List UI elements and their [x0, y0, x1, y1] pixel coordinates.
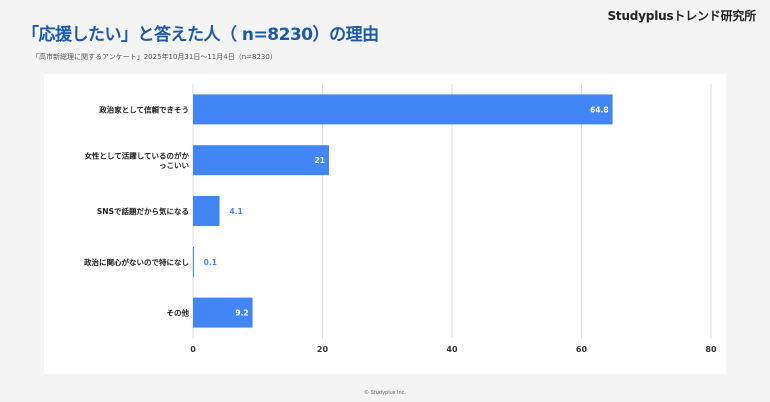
bar	[193, 297, 253, 328]
category-label: SNSで話題だから気になる	[97, 206, 189, 216]
x-tick-label: 0	[190, 345, 196, 354]
bar	[193, 196, 220, 226]
copyright: © Studyplus Inc.	[364, 390, 406, 396]
x-tick-label: 80	[705, 345, 717, 354]
data-label: 21	[315, 156, 325, 165]
page-title: 「応援したい」と答えた人（ n=8230）の理由	[22, 25, 379, 45]
chart-panel: 0 20 40 60 80 64.8 政治家として信頼できそう 21 女性として活躍しているのが…	[44, 74, 726, 374]
category-label: 政治に関心がないので特になし	[84, 257, 189, 267]
category-label-line: 女性として活躍しているのがか	[84, 150, 189, 160]
data-label: 4.1	[230, 207, 243, 216]
brand-logo-text: Studyplusトレンド研究所	[607, 9, 756, 23]
x-tick-label: 20	[317, 345, 329, 354]
survey-subtitle: 「高市新総理に関するアンケート」2025年10月31日〜11月4日（n=8230…	[32, 53, 277, 61]
bar	[193, 145, 329, 176]
x-tick-label: 60	[576, 345, 588, 354]
data-label: 9.2	[235, 309, 248, 318]
category-label: その他	[167, 308, 190, 318]
bar-chart: 0 20 40 60 80 64.8 政治家として信頼できそう 21 女性として活躍しているのが…	[84, 84, 717, 354]
category-label-line: 政治に関心がないので特になし	[84, 257, 189, 267]
category-label: 政治家として信頼できそう	[99, 104, 189, 114]
x-tick-label: 40	[446, 345, 458, 354]
category-label: 女性として活躍しているのがかっこいい	[84, 150, 189, 170]
bar	[193, 246, 194, 277]
category-label-line: 政治家として信頼できそう	[99, 104, 189, 114]
category-label-line: その他	[167, 308, 190, 318]
bar	[193, 94, 613, 125]
category-label-line: っこいい	[159, 161, 189, 170]
data-label: 64.8	[590, 105, 609, 114]
data-label: 0.1	[204, 258, 217, 267]
category-label-line: SNSで話題だから気になる	[97, 206, 189, 216]
